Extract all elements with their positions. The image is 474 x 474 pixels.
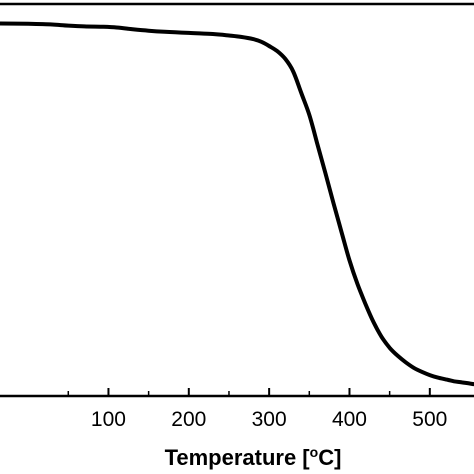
x-axis-title-unit: C] [318, 445, 341, 470]
x-axis-title: Temperature [oC] [165, 444, 342, 470]
x-tick-label: 400 [332, 408, 367, 431]
x-tick-label: 500 [412, 408, 447, 431]
x-tick-label: 100 [91, 408, 126, 431]
series-line [0, 21, 474, 387]
x-axis-title-main: Temperature [ [165, 445, 311, 470]
x-axis-title-superscript: o [310, 444, 319, 460]
x-tick-label: 300 [252, 408, 287, 431]
x-tick-label: 200 [171, 408, 206, 431]
